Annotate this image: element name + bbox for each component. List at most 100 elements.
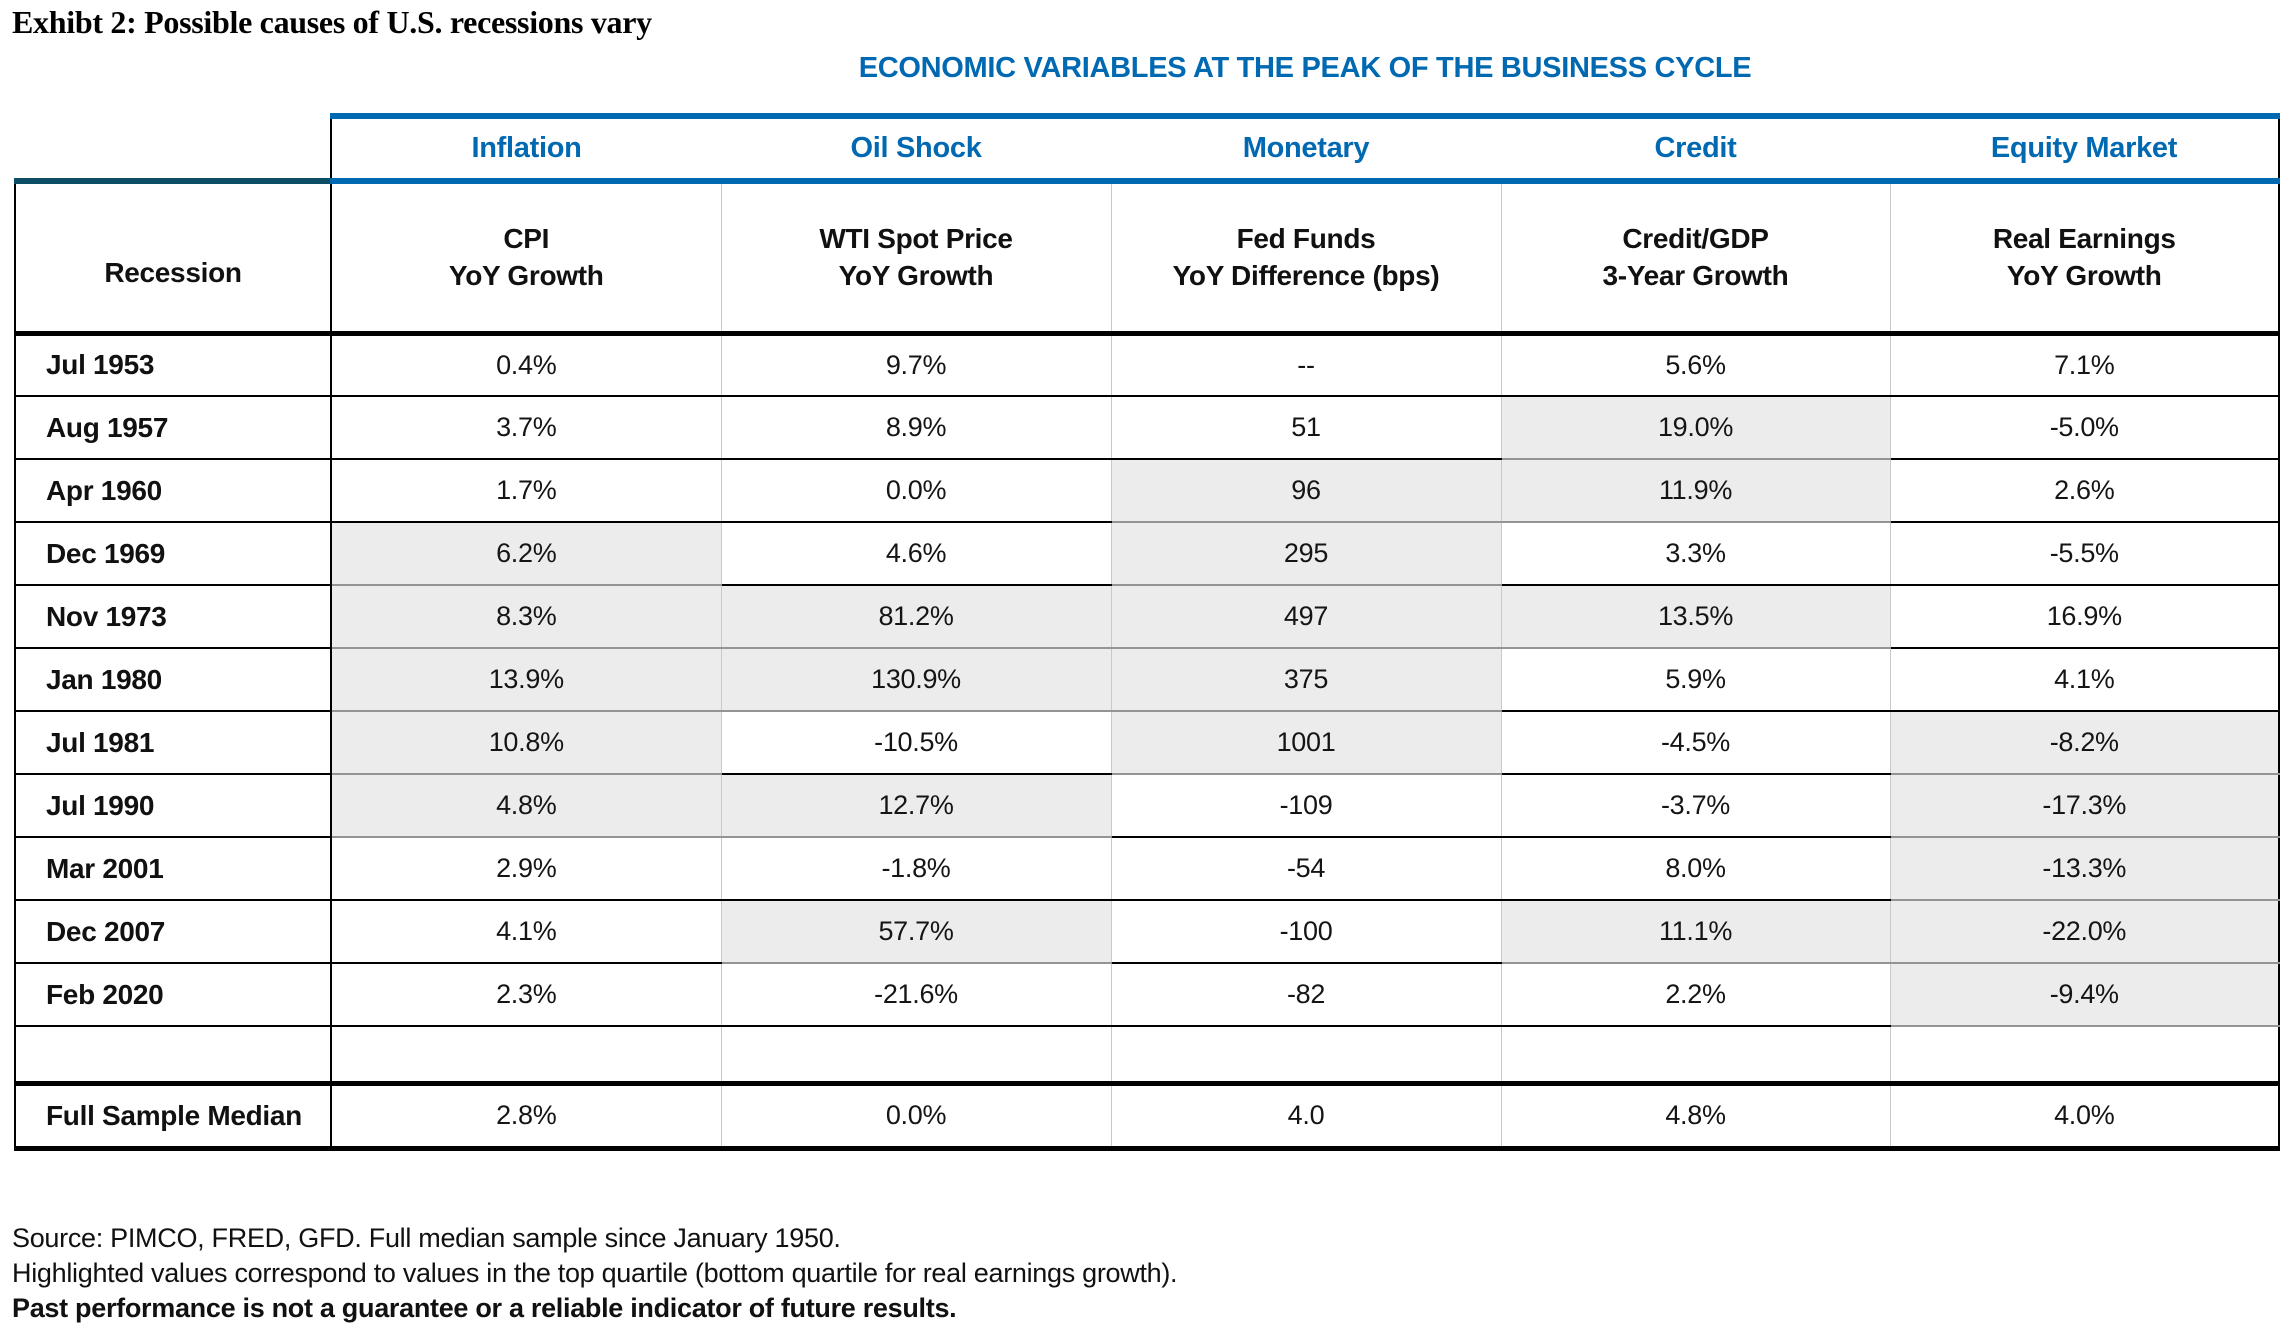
median-value: 4.8% — [1500, 1083, 1890, 1151]
column-header: WTI Spot Price YoY Growth — [720, 181, 1111, 336]
value-cell: 57.7% — [720, 900, 1111, 964]
group-header-monetary: Monetary — [1111, 113, 1501, 184]
spacer-cell — [1110, 1026, 1501, 1086]
highlight-note: Highlighted values correspond to values … — [12, 1258, 1178, 1288]
value-cell: -4.5% — [1500, 711, 1890, 775]
table-row: Aug 1957 3.7% 8.9% 51 19.0% -5.0% — [14, 396, 2280, 460]
column-header-line1: Real Earnings — [1992, 223, 2176, 255]
value-cell: 12.7% — [720, 774, 1111, 838]
table-row: Jul 1981 10.8% -10.5% 1001 -4.5% -8.2% — [14, 711, 2280, 775]
column-header-line2: 3-Year Growth — [1602, 260, 1789, 292]
footnotes: Source: PIMCO, FRED, GFD. Full median sa… — [12, 1221, 1178, 1326]
table-head: Inflation Oil Shock Monetary Credit Equity M… — [14, 113, 2280, 336]
table-row: Apr 1960 1.7% 0.0% 96 11.9% 2.6% — [14, 459, 2280, 523]
value-cell: 3.3% — [1500, 522, 1890, 586]
recession-date: Aug 1957 — [14, 396, 331, 460]
source-note: Source: PIMCO, FRED, GFD. Full median sa… — [12, 1223, 841, 1253]
value-cell: -1.8% — [720, 837, 1111, 901]
value-cell: 0.0% — [720, 459, 1111, 523]
value-cell: -5.5% — [1889, 522, 2280, 586]
table-row: Nov 1973 8.3% 81.2% 497 13.5% 16.9% — [14, 585, 2280, 649]
disclaimer-note: Past performance is not a guarantee or a… — [12, 1293, 957, 1323]
group-header-row: Inflation Oil Shock Monetary Credit Equity M… — [15, 113, 2280, 184]
group-header-inflation: Inflation — [330, 113, 721, 184]
recession-date: Apr 1960 — [14, 459, 331, 523]
table-row: Dec 1969 6.2% 4.6% 295 3.3% -5.5% — [14, 522, 2280, 586]
median-value: 4.0% — [1889, 1083, 2280, 1151]
spacer-row — [14, 1026, 2280, 1086]
value-cell: 11.1% — [1500, 900, 1890, 964]
column-header-line1: Fed Funds — [1236, 223, 1376, 255]
recession-date: Nov 1973 — [14, 585, 331, 649]
value-cell: 1001 — [1110, 711, 1501, 775]
recession-date: Dec 1969 — [14, 522, 331, 586]
column-header-line1: CPI — [503, 223, 550, 255]
median-value: 0.0% — [720, 1083, 1111, 1151]
value-cell: 375 — [1110, 648, 1501, 712]
table-row: Dec 2007 4.1% 57.7% -100 11.1% -22.0% — [14, 900, 2280, 964]
value-cell: 19.0% — [1500, 396, 1890, 460]
group-header-equity-market: Equity Market — [1890, 113, 2280, 184]
value-cell: 4.1% — [1889, 648, 2280, 712]
value-cell: 8.3% — [330, 585, 721, 649]
recession-date: Jan 1980 — [14, 648, 331, 712]
spacer-cell — [14, 1026, 331, 1086]
value-cell: -10.5% — [720, 711, 1111, 775]
value-cell: 4.8% — [330, 774, 721, 838]
value-cell: 11.9% — [1500, 459, 1890, 523]
column-header-line1: WTI Spot Price — [819, 223, 1013, 255]
recession-date: Jul 1981 — [14, 711, 331, 775]
value-cell: 2.6% — [1889, 459, 2280, 523]
value-cell: -21.6% — [720, 963, 1111, 1027]
column-header-line1: Credit/GDP — [1622, 223, 1769, 255]
value-cell: -82 — [1110, 963, 1501, 1027]
value-cell: 10.8% — [330, 711, 721, 775]
recession-date: Dec 2007 — [14, 900, 331, 964]
recession-date: Feb 2020 — [14, 963, 331, 1027]
value-cell: 0.4% — [330, 333, 721, 397]
column-header: Credit/GDP 3-Year Growth — [1500, 181, 1890, 336]
value-cell: 96 — [1110, 459, 1501, 523]
table-banner: ECONOMIC VARIABLES AT THE PEAK OF THE BU… — [858, 52, 1752, 84]
value-cell: 4.1% — [330, 900, 721, 964]
spacer-cell — [330, 1026, 721, 1086]
table-row: Jan 1980 13.9% 130.9% 375 5.9% 4.1% — [14, 648, 2280, 712]
table-body: Jul 1953 0.4% 9.7% -- 5.6% 7.1% Aug 1957 3.7% 8.… — [14, 333, 2280, 1151]
value-cell: -22.0% — [1889, 900, 2280, 964]
group-header-oil-shock: Oil Shock — [721, 113, 1111, 184]
column-header: Fed Funds YoY Difference (bps) — [1110, 181, 1501, 336]
value-cell: -100 — [1110, 900, 1501, 964]
recession-date: Jul 1990 — [14, 774, 331, 838]
value-cell: 1.7% — [330, 459, 721, 523]
column-header: CPI YoY Growth — [330, 181, 721, 336]
table-row: Jul 1990 4.8% 12.7% -109 -3.7% -17.3% — [14, 774, 2280, 838]
column-header: Real Earnings YoY Growth — [1889, 181, 2280, 336]
value-cell: 13.9% — [330, 648, 721, 712]
value-cell: -13.3% — [1889, 837, 2280, 901]
recession-table: Inflation Oil Shock Monetary Credit Equity M… — [14, 113, 2280, 1151]
column-header-line2: YoY Difference (bps) — [1172, 260, 1440, 292]
value-cell: -3.7% — [1500, 774, 1890, 838]
value-cell: -8.2% — [1889, 711, 2280, 775]
table-row: Feb 2020 2.3% -21.6% -82 2.2% -9.4% — [14, 963, 2280, 1027]
value-cell: -54 — [1110, 837, 1501, 901]
value-cell: 8.0% — [1500, 837, 1890, 901]
column-header-row: Recession CPI YoY Growth WTI Spot Price YoY … — [14, 178, 2280, 336]
table-row: Jul 1953 0.4% 9.7% -- 5.6% 7.1% — [14, 333, 2280, 397]
corner-cell — [15, 116, 331, 181]
value-cell: 8.9% — [720, 396, 1111, 460]
recession-date: Mar 2001 — [14, 837, 331, 901]
spacer-cell — [1889, 1026, 2280, 1086]
spacer-cell — [720, 1026, 1111, 1086]
value-cell: 51 — [1110, 396, 1501, 460]
value-cell: -109 — [1110, 774, 1501, 838]
value-cell: -9.4% — [1889, 963, 2280, 1027]
value-cell: 2.3% — [330, 963, 721, 1027]
value-cell: 5.9% — [1500, 648, 1890, 712]
value-cell: 7.1% — [1889, 333, 2280, 397]
value-cell: 5.6% — [1500, 333, 1890, 397]
value-cell: -17.3% — [1889, 774, 2280, 838]
column-header-line2: YoY Growth — [838, 260, 994, 292]
value-cell: 4.6% — [720, 522, 1111, 586]
